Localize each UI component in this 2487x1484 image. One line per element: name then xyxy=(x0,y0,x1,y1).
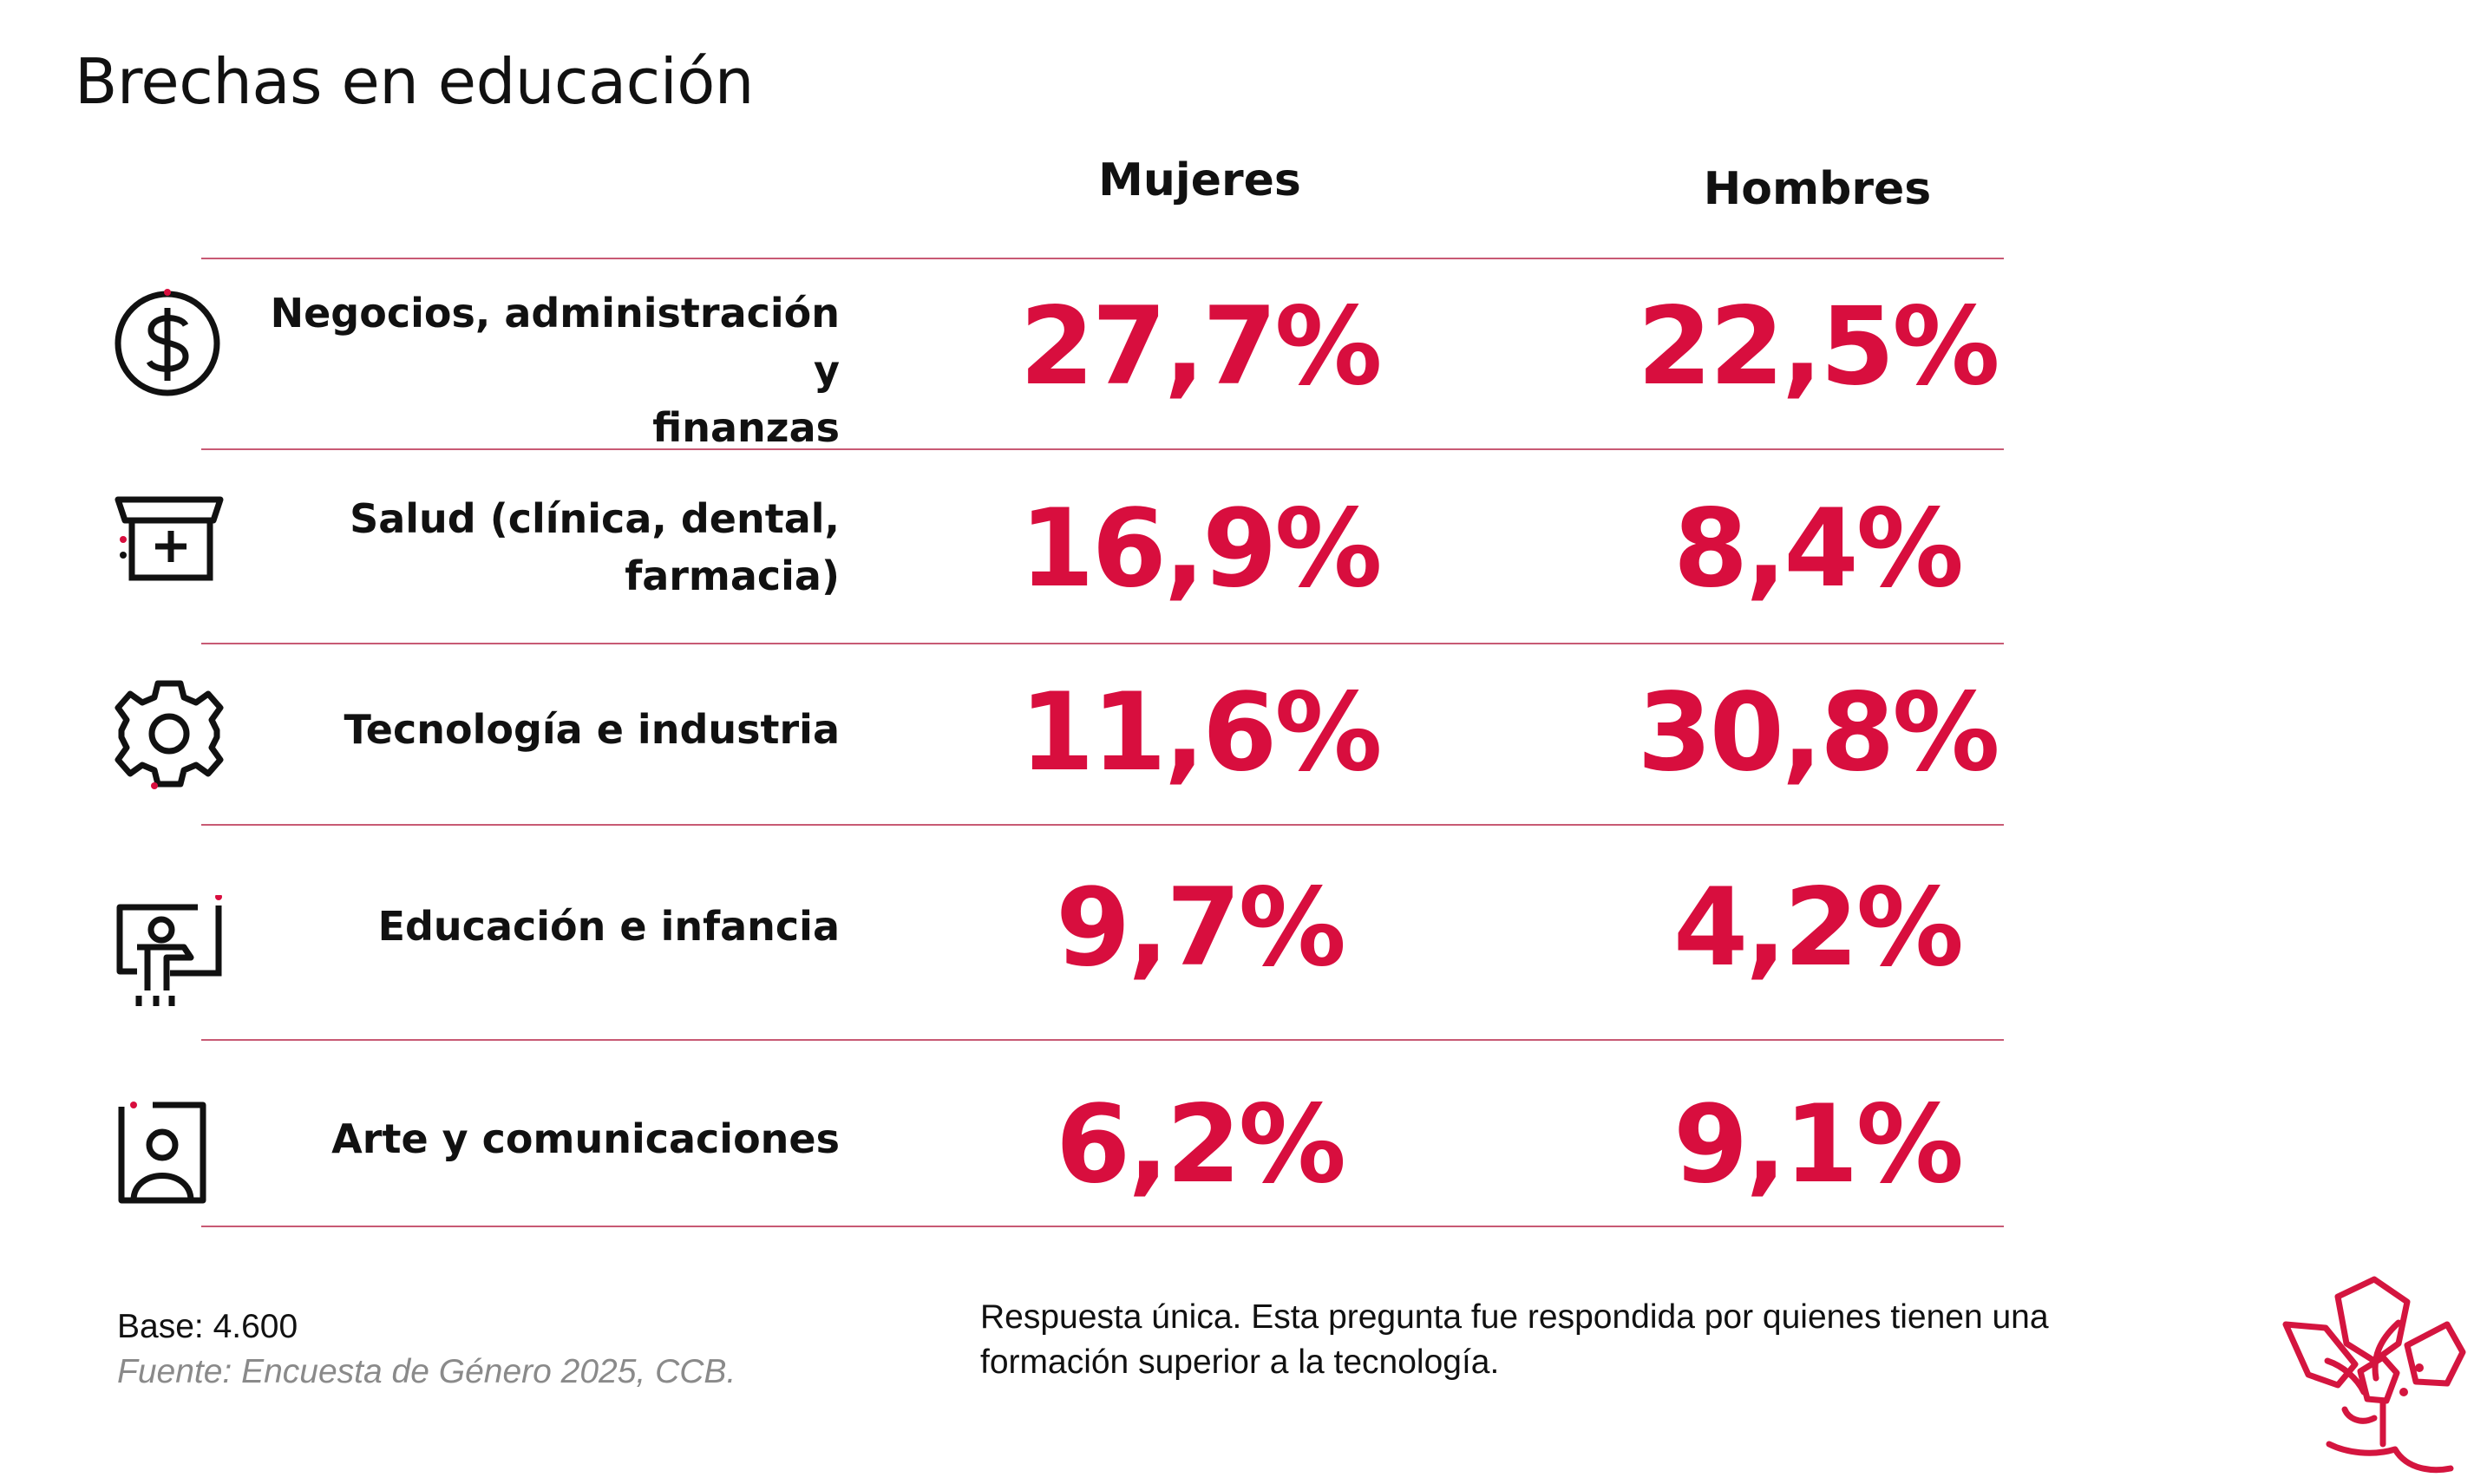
divider xyxy=(201,643,2004,644)
ccb-flower-logo-icon xyxy=(2277,1271,2477,1479)
men-value: 30,8% xyxy=(1637,670,1999,795)
divider xyxy=(201,824,2004,826)
portrait-frame-icon xyxy=(113,1093,226,1206)
dollar-icon xyxy=(113,289,226,402)
column-header-men: Hombres xyxy=(1703,163,1932,215)
divider xyxy=(201,258,2004,259)
women-value: 27,7% xyxy=(1019,284,1382,409)
divider xyxy=(201,1226,2004,1227)
divider xyxy=(201,448,2004,450)
teacher-board-icon xyxy=(113,895,226,1008)
source-note: Fuente: Encuesta de Género 2025, CCB. xyxy=(117,1353,736,1390)
women-value: 6,2% xyxy=(1056,1082,1346,1207)
women-value: 16,9% xyxy=(1019,487,1382,611)
category-label: Educación e infancia xyxy=(377,903,840,950)
category-label: Salud (clínica, dental, farmacia) xyxy=(350,495,840,599)
category-label: Tecnología e industria xyxy=(344,706,840,753)
page-title: Brechas en educación xyxy=(75,45,754,118)
column-header-women: Mujeres xyxy=(1098,154,1301,206)
base-note: Base: 4.600 xyxy=(117,1308,298,1345)
medical-kit-icon xyxy=(113,486,226,598)
women-value: 11,6% xyxy=(1019,670,1382,795)
women-value: 9,7% xyxy=(1056,866,1346,990)
divider xyxy=(201,1039,2004,1041)
men-value: 4,2% xyxy=(1673,866,1964,990)
response-note: Respuesta única. Esta pregunta fue respo… xyxy=(980,1298,2049,1381)
category-label: Negocios, administración y finanzas xyxy=(270,290,840,451)
men-value: 8,4% xyxy=(1673,487,1964,611)
men-value: 22,5% xyxy=(1637,284,1999,409)
gear-icon xyxy=(113,677,226,789)
category-label: Arte y comunicaciones xyxy=(331,1115,840,1162)
men-value: 9,1% xyxy=(1673,1082,1964,1207)
